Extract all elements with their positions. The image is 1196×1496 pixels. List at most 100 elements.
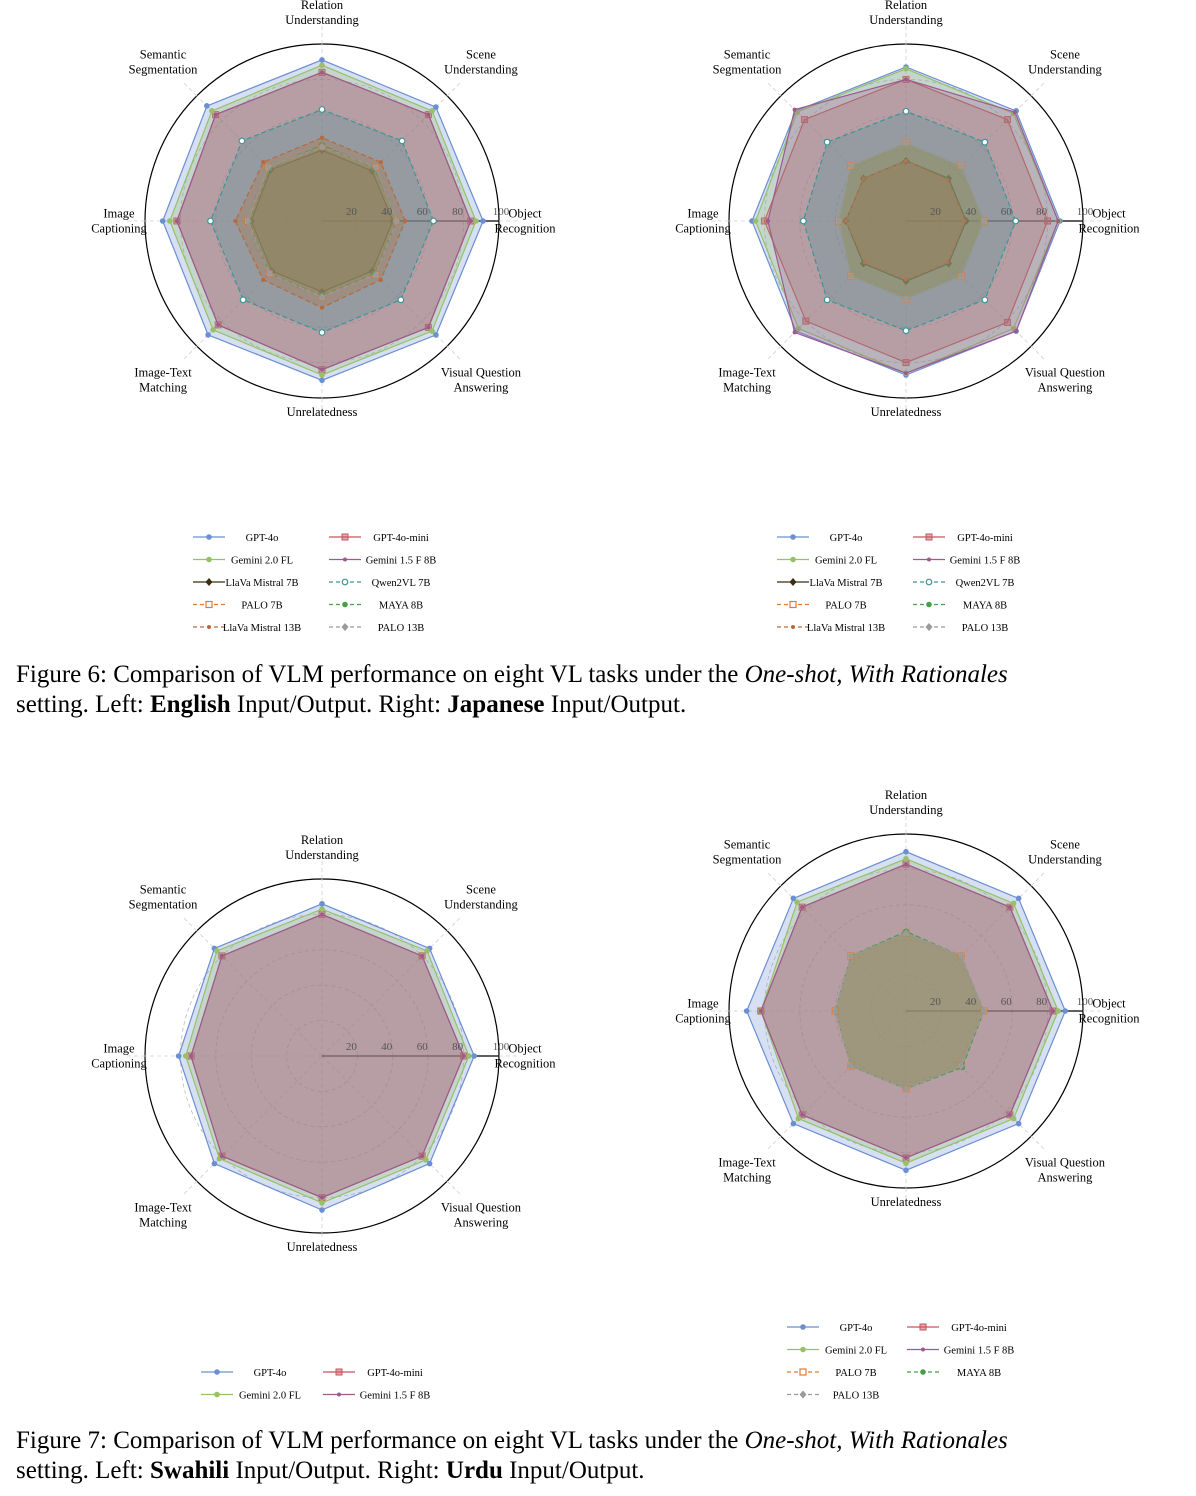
legend-item-gpt-4o: GPT-4o <box>787 1323 872 1334</box>
data-point-qwen2vl-7b <box>981 138 989 146</box>
axis-label-line: Semantic <box>724 838 771 852</box>
series-palo-13b <box>835 139 988 303</box>
legend-item-gpt-4o: GPT-4o <box>201 1368 286 1379</box>
legend-label: Gemini 2.0 FL <box>815 556 877 567</box>
data-point-qwen2vl-7b <box>207 217 214 225</box>
legend-item-llava-mistral-7b: LlaVa Mistral 7B <box>777 578 882 589</box>
data-point-gpt-4o <box>204 103 210 109</box>
data-point-gpt-4o <box>1062 1008 1069 1014</box>
data-point-llava-mistral-13b <box>378 277 383 282</box>
axis-label-line: Relation <box>885 0 928 12</box>
radar-spoke-tick <box>765 345 782 362</box>
data-point-gemini-1-5-f-8b <box>1007 905 1012 910</box>
data-point-gemini-1-5-f-8b <box>904 1155 908 1160</box>
data-point-gpt-4o-mini <box>1003 318 1011 326</box>
data-point-gpt-4o <box>1015 895 1022 902</box>
data-point-gemini-1-5-f-8b <box>904 371 908 376</box>
axis-label-line: Segmentation <box>713 63 782 77</box>
series-gemini-1-5-f-8b <box>758 862 1055 1160</box>
data-point-gemini-1-5-f-8b <box>800 1112 805 1117</box>
figure-7-prefix: Figure 7: Comparison of VLM performance … <box>16 1427 745 1454</box>
radar-spoke-tick <box>446 915 463 932</box>
legend-label: MAYA 8B <box>957 1368 1001 1379</box>
legend-item-llava-mistral-13b: LlaVa Mistral 13B <box>777 623 885 634</box>
legend-label: PALO 13B <box>962 623 1009 634</box>
data-point-gpt-4o <box>790 1120 797 1127</box>
data-point-qwen2vl-7b <box>398 137 406 145</box>
legend-2: GPT-4o GPT-4o-mini Gemini 2.0 FL Gemini 1.5… <box>777 533 1020 634</box>
axis-label-line: Matching <box>139 380 188 394</box>
series-gpt-4o <box>175 900 478 1213</box>
data-point-gpt-4o <box>790 895 797 902</box>
data-point-gpt-4o-mini <box>801 116 809 124</box>
data-point-palo-13b <box>831 1007 839 1015</box>
data-point-gemini-1-5-f-8b <box>320 1195 324 1200</box>
axis-label-line: Understanding <box>444 898 518 912</box>
axis-label-line: Object <box>508 1042 542 1056</box>
series-llava-mistral-13b <box>233 135 408 310</box>
legend-label: Gemini 2.0 FL <box>825 1346 887 1357</box>
legend-label: PALO 7B <box>835 1368 876 1379</box>
data-point-qwen2vl-7b <box>823 296 831 304</box>
axis-label-line: Recognition <box>494 1057 556 1071</box>
figure-6-line2-b: Input/Output. Right: <box>230 691 448 718</box>
data-point-llava-mistral-13b <box>261 160 266 165</box>
data-point-llava-mistral-13b <box>843 219 848 223</box>
series-area-maya-8b <box>834 930 985 1090</box>
radial-tick-label: 80 <box>1036 206 1048 218</box>
data-point-gemini-2-0-fl <box>210 327 216 333</box>
legend-item-palo-13b: PALO 13B <box>329 623 424 634</box>
legend-label: PALO 7B <box>241 601 282 612</box>
axis-label-line: Recognition <box>1078 222 1140 236</box>
data-point-palo-13b <box>957 161 965 170</box>
data-point-palo-13b <box>835 217 843 225</box>
data-point-qwen2vl-7b <box>430 217 437 225</box>
radar-spoke-tick <box>446 345 463 362</box>
data-point-gemini-1-5-f-8b <box>320 70 324 75</box>
series-gpt-4o <box>743 848 1069 1174</box>
axis-label-line: Unrelatedness <box>871 1195 942 1209</box>
data-point-llava-mistral-13b <box>945 260 950 265</box>
axis-label-line: Segmentation <box>129 63 198 77</box>
axis-label-line: Understanding <box>444 63 518 77</box>
data-point-gemini-2-0-fl <box>1010 900 1017 907</box>
data-point-gemini-2-0-fl <box>1010 1115 1017 1122</box>
data-point-gemini-2-0-fl <box>182 1053 189 1059</box>
radar-spoke-tick <box>181 345 198 362</box>
data-point-gemini-2-0-fl <box>1055 1008 1062 1014</box>
series-gemini-2-0-fl <box>182 906 472 1206</box>
data-point-gemini-2-0-fl <box>319 906 325 912</box>
data-point-qwen2vl-7b <box>902 107 910 115</box>
axis-label-line: Recognition <box>1078 1012 1140 1026</box>
data-point-gemini-2-0-fl <box>752 218 759 224</box>
legend-item-gemini-2-0-fl: Gemini 2.0 FL <box>787 1346 887 1357</box>
legend-item-gpt-4o-mini: GPT-4o-mini <box>913 533 1013 544</box>
data-point-gemini-2-0-fl <box>473 218 479 224</box>
legend-item-gemini-2-0-fl: Gemini 2.0 FL <box>201 1391 301 1402</box>
data-point-gemini-2-0-fl <box>319 62 325 69</box>
axis-label-line: Matching <box>139 1215 188 1229</box>
legend-label: GPT-4o <box>246 533 279 544</box>
data-point-gemini-1-5-f-8b <box>1012 110 1017 115</box>
data-point-gemini-2-0-fl <box>319 1200 325 1206</box>
radar-spoke-tick <box>1030 80 1047 97</box>
axis-label-line: Relation <box>301 0 344 12</box>
legend-label: MAYA 8B <box>379 601 423 612</box>
figure-7-line2-a: setting. Left: <box>16 1457 150 1484</box>
legend-item-gemini-1-5-f-8b: Gemini 1.5 F 8B <box>329 556 436 567</box>
axis-label-line: Image-Text <box>134 365 192 379</box>
data-point-gemini-1-5-f-8b <box>1007 1112 1012 1117</box>
figure-6-left-lang: English <box>150 691 231 718</box>
legend-label: GPT-4o-mini <box>957 533 1013 544</box>
axis-label-line: Image <box>103 1042 135 1056</box>
legend-1: GPT-4o GPT-4o-mini Gemini 2.0 FL Gemini 1.5… <box>193 533 436 634</box>
axis-label-line: Semantic <box>140 883 187 897</box>
legend-label: LlaVa Mistral 7B <box>226 578 299 589</box>
radar-chart-3: 20 40 60 80 100 ObjectRecognitionSceneUnderst… <box>91 833 556 1402</box>
